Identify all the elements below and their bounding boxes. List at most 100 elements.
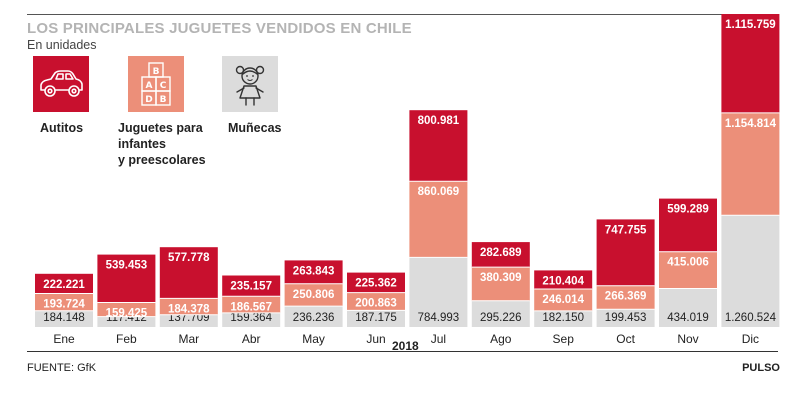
x-tick-label: Abr [242, 332, 261, 346]
bar-segment-autitos [347, 272, 405, 293]
data-label-juguetes: 193.724 [43, 299, 85, 311]
bar-segment-munecas [347, 310, 405, 327]
x-tick-label: Dic [742, 332, 759, 346]
brand-label: PULSO [742, 362, 780, 374]
svg-text:D: D [145, 95, 152, 105]
bar-segment-munecas [159, 314, 218, 327]
legend-juguetes-swatch: B A C D B [128, 56, 184, 112]
doll-icon [235, 65, 265, 106]
legend-munecas-swatch [222, 56, 278, 112]
bar-segment-autitos [35, 273, 93, 294]
car-icon [40, 70, 83, 97]
data-label-munecas: 434.019 [667, 312, 709, 324]
data-label-munecas: 295.226 [480, 312, 522, 324]
bar-segment-juguetes [35, 293, 93, 311]
x-tick-label: Jul [431, 332, 446, 346]
bar-segment-autitos [721, 14, 780, 113]
bar-segment-juguetes [159, 298, 218, 315]
x-tick-label: Oct [616, 332, 635, 346]
data-label-munecas: 184.148 [43, 312, 85, 324]
data-label-autitos: 800.981 [418, 115, 460, 127]
data-label-munecas: 1.260.524 [725, 312, 777, 324]
data-label-juguetes: 184.378 [168, 303, 210, 315]
data-label-juguetes: 250.806 [293, 289, 335, 301]
x-tick-label: Ago [490, 332, 512, 346]
bar-segment-munecas [284, 306, 343, 327]
bar-segment-juguetes [222, 296, 281, 313]
x-tick-label: Nov [677, 332, 698, 346]
legend-juguetes-line-3: y preescolares [118, 153, 206, 167]
bar-segment-autitos [471, 242, 530, 268]
chart-baseline [27, 351, 778, 352]
bar-segment-juguetes [284, 283, 343, 306]
data-label-autitos: 282.689 [480, 247, 522, 259]
legend-autitos-line: Autitos [40, 121, 84, 135]
data-label-juguetes: 1.154.814 [725, 118, 777, 130]
legend-juguetes-line-2: infantes [118, 137, 166, 151]
bar-segment-juguetes [97, 302, 156, 317]
bar-segment-munecas [596, 309, 655, 327]
abc-blocks-icon: B A C D B [141, 62, 171, 106]
x-tick-label: Ene [53, 332, 75, 346]
bar-segment-juguetes [721, 112, 780, 216]
bar-segment-autitos [409, 110, 468, 182]
data-label-munecas: 159.364 [230, 312, 272, 324]
bar-segment-munecas [659, 288, 717, 327]
x-tick-label: Mar [178, 332, 199, 346]
legend-munecas-label: Muñecas [228, 120, 282, 136]
bar-segment-autitos [159, 247, 218, 299]
bar-segment-munecas [35, 310, 93, 327]
data-label-munecas: 182.150 [542, 312, 584, 324]
data-label-autitos: 747.755 [605, 224, 647, 236]
data-label-autitos: 235.157 [230, 281, 272, 293]
data-label-munecas: 236.236 [293, 312, 335, 324]
bar-segment-munecas [97, 316, 156, 327]
bar-segment-juguetes [409, 181, 468, 258]
data-label-juguetes: 860.069 [418, 186, 460, 198]
svg-text:B: B [160, 95, 167, 105]
x-tick-label: Sep [553, 332, 575, 346]
bar-segment-munecas [471, 300, 530, 327]
data-label-munecas: 784.993 [418, 312, 460, 324]
data-label-munecas: 199.453 [605, 312, 647, 324]
bar-segment-juguetes [596, 285, 655, 310]
bar-segment-autitos [284, 260, 343, 284]
legend-juguetes-line-1: Juguetes para [118, 121, 203, 135]
svg-text:A: A [146, 81, 153, 91]
data-label-juguetes: 380.309 [480, 272, 522, 284]
bar-segment-munecas [534, 310, 593, 327]
bar-segment-munecas [222, 312, 281, 327]
bar-segment-juguetes [471, 267, 530, 301]
bar-segment-autitos [659, 198, 717, 252]
bar-segment-juguetes [347, 292, 405, 311]
chart-title: LOS PRINCIPALES JUGUETES VENDIDOS EN CHI… [27, 20, 412, 37]
chart-subtitle: En unidades [27, 38, 97, 52]
data-label-juguetes: 415.006 [667, 257, 709, 269]
data-label-juguetes: 266.369 [605, 291, 647, 303]
bar-segment-juguetes [534, 289, 593, 311]
x-tick-label: Feb [116, 332, 137, 346]
data-label-juguetes: 186.567 [230, 301, 272, 313]
data-label-autitos: 1.115.759 [725, 19, 776, 31]
x-tick-label: May [302, 332, 325, 346]
x-tick-label: Jun [366, 332, 385, 346]
data-label-autitos: 222.221 [43, 279, 85, 291]
bar-segment-munecas [409, 257, 468, 327]
bar-segment-autitos [97, 254, 156, 303]
data-label-juguetes: 159.425 [106, 308, 148, 320]
svg-text:B: B [153, 67, 160, 77]
legend-juguetes-label: Juguetes para infantes y preescolares [118, 120, 206, 168]
data-label-autitos: 539.453 [106, 260, 148, 272]
bar-segment-autitos [534, 270, 593, 290]
data-label-autitos: 577.778 [168, 252, 210, 264]
data-label-autitos: 210.404 [542, 275, 584, 287]
top-rule [27, 14, 778, 15]
data-label-munecas: 187.175 [355, 312, 397, 324]
data-label-juguetes: 246.014 [542, 294, 584, 306]
data-label-autitos: 599.289 [667, 204, 709, 216]
bar-segment-munecas [721, 215, 780, 327]
bar-segment-autitos [222, 275, 281, 297]
legend-munecas-line: Muñecas [228, 121, 282, 135]
legend-autitos-label: Autitos [40, 120, 83, 136]
